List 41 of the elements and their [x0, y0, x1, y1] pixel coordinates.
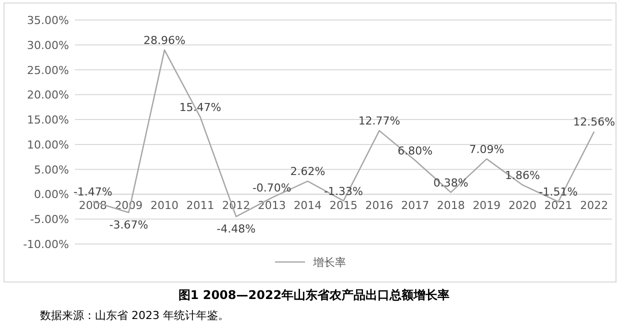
x-tick-label: 2019: [472, 199, 501, 212]
data-label: 6.80%: [398, 144, 433, 158]
x-tick-label: 2011: [186, 199, 214, 212]
data-label: -0.70%: [252, 182, 292, 195]
data-label: -4.48%: [216, 222, 256, 236]
data-label: -1.33%: [324, 184, 363, 198]
y-tick-label: -10.00%: [23, 238, 69, 251]
data-label: 12.77%: [358, 114, 400, 128]
y-tick-label: 0.00%: [34, 188, 69, 202]
data-label: -1.47%: [73, 186, 112, 199]
data-label: 7.09%: [469, 142, 504, 156]
x-tick-label: 2020: [508, 199, 536, 212]
y-tick-label: 20.00%: [27, 88, 69, 102]
x-tick-label: 2014: [294, 199, 322, 212]
text: 图1 2008—2022年山东省农产品出口总额增长率: [178, 288, 450, 302]
data-label: 2.62%: [290, 165, 326, 178]
data-label: 12.56%: [573, 116, 616, 129]
data-label: 15.47%: [179, 101, 222, 114]
data-label: 28.96%: [144, 34, 186, 48]
data-label: -3.67%: [109, 218, 148, 232]
data-label: -1.51%: [538, 186, 578, 199]
y-tick-label: -5.00%: [30, 213, 69, 226]
y-tick-label: 35.00%: [27, 14, 69, 27]
x-tick-label: 2022: [580, 199, 608, 212]
y-tick-label: 30.00%: [27, 38, 69, 52]
x-tick-label: 2017: [401, 199, 430, 212]
x-tick-label: 2021: [544, 199, 572, 212]
data-label: 0.38%: [433, 176, 468, 190]
x-tick-label: 2010: [150, 199, 178, 212]
y-tick-label: 10.00%: [27, 138, 69, 152]
x-tick-label: 2015: [330, 199, 358, 212]
data-label: 1.86%: [505, 168, 540, 182]
x-tick-label: 2013: [258, 199, 286, 212]
y-tick-label: 25.00%: [27, 64, 69, 77]
x-tick-label: 2016: [365, 199, 394, 212]
source-note: 数据来源：山东省 2023 年统计年鉴。: [40, 309, 229, 322]
y-tick-label: 15.00%: [27, 114, 69, 127]
y-tick-label: 5.00%: [34, 163, 69, 176]
x-tick-label: 2012: [222, 199, 250, 212]
legend-label: 增长率: [312, 256, 346, 269]
x-tick-label: 2018: [436, 199, 465, 212]
